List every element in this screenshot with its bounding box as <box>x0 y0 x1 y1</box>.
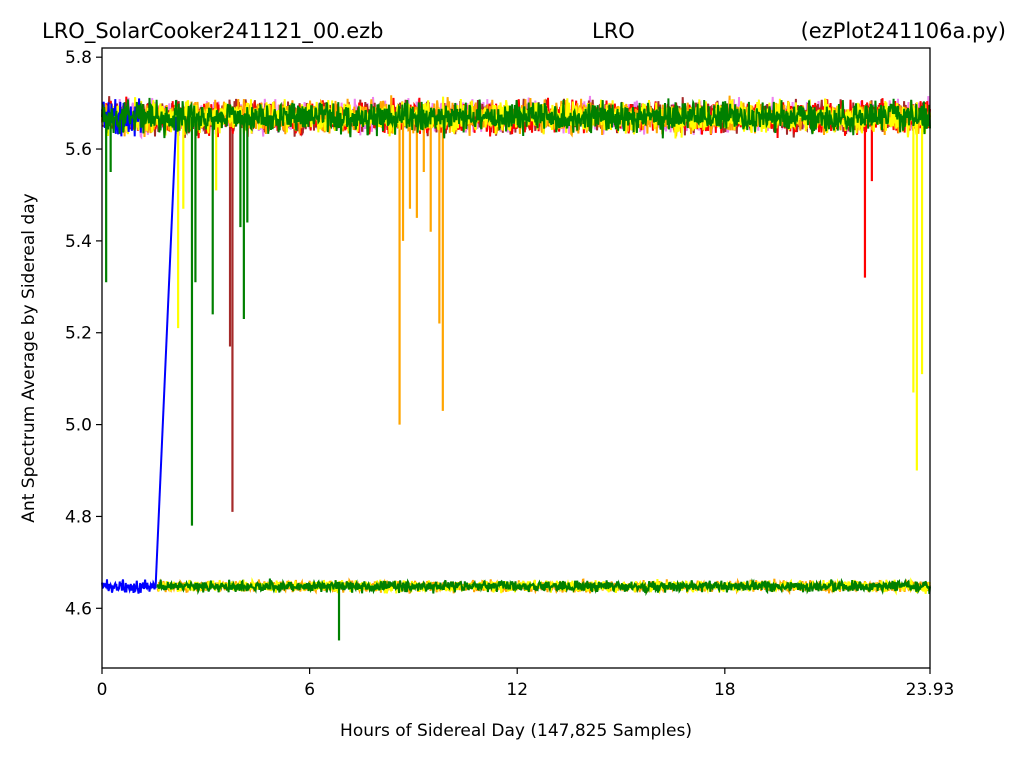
y-tick-label-3: 5.2 <box>65 324 92 344</box>
y-tick-label-4: 5.4 <box>65 232 92 252</box>
plot-frame <box>101 47 931 669</box>
y-axis-label: Ant Spectrum Average by Sidereal day <box>19 193 39 522</box>
series-6-segment-0 <box>101 97 931 139</box>
y-tick-label-2: 5.0 <box>65 416 92 436</box>
x-axis-label: Hours of Sidereal Day (147,825 Samples) <box>340 721 692 741</box>
y-tick-label-1: 4.8 <box>65 507 92 527</box>
series-6 <box>101 97 931 641</box>
y-tick-label-0: 4.6 <box>65 599 92 619</box>
title-center: LRO <box>592 19 635 43</box>
x-tick-label-1: 6 <box>304 680 315 700</box>
title-right: (ezPlot241106a.py) <box>801 19 1006 43</box>
y-tick-label-6: 5.8 <box>65 48 92 68</box>
x-tick-label-4: 23.93 <box>906 680 955 700</box>
x-tick-label-0: 0 <box>97 680 108 700</box>
series-6-segment-1 <box>156 577 931 597</box>
ticks-layer: 0 6 12 18 23.93 4.6 4.8 5.0 5.2 5.4 5.6 5.8 <box>65 48 954 700</box>
title-left: LRO_SolarCooker241121_00.ezb <box>42 19 384 44</box>
series-5-transition <box>154 116 178 587</box>
y-tick-label-5: 5.6 <box>65 140 92 160</box>
x-tick-label-3: 18 <box>714 680 736 700</box>
x-tick-label-2: 12 <box>506 680 528 700</box>
series-layer <box>101 95 931 641</box>
series-5-segment-1 <box>101 579 157 594</box>
